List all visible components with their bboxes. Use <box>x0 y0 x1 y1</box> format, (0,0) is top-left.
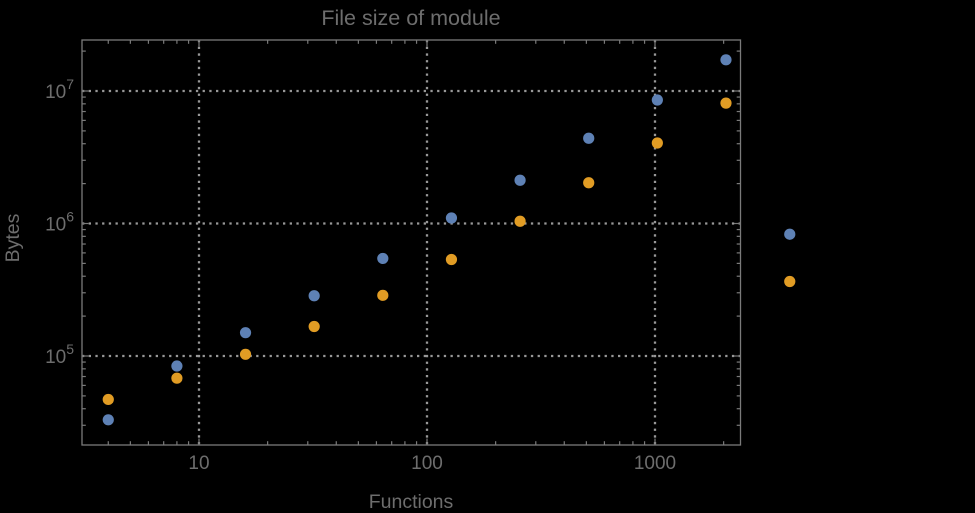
data-point <box>308 290 320 302</box>
x-tick-labels: 10 100 1000 <box>188 453 676 474</box>
x-axis-label: Functions <box>369 491 454 513</box>
data-point <box>171 372 183 384</box>
data-point <box>102 414 114 426</box>
y-tick-labels: 105 106 107 <box>45 76 74 368</box>
data-point <box>377 252 389 265</box>
data-point <box>583 177 595 189</box>
data-point <box>784 275 796 288</box>
plot-frame <box>81 39 742 446</box>
data-point <box>720 54 732 66</box>
data-point <box>514 215 526 227</box>
y-axis-label: Bytes <box>2 213 24 262</box>
data-point <box>239 348 252 360</box>
data-points-layer <box>102 54 796 426</box>
chart-title: File size of module <box>321 6 500 30</box>
y-tick-label: 105 <box>45 341 74 368</box>
data-point <box>445 212 458 224</box>
data-point <box>445 253 458 266</box>
y-tick-label: 106 <box>45 209 74 236</box>
data-point <box>308 320 320 333</box>
x-tick-label: 100 <box>411 453 443 474</box>
data-point <box>514 174 526 186</box>
x-tick-label: 1000 <box>634 453 676 474</box>
ticks-layer <box>82 40 741 445</box>
labels-layer: File size of module Functions Bytes 10 10… <box>2 6 676 513</box>
data-point <box>720 97 732 109</box>
data-point <box>651 137 663 149</box>
y-tick-label: 107 <box>45 76 74 103</box>
data-point <box>171 360 183 372</box>
data-point <box>102 393 114 406</box>
data-point <box>239 327 252 339</box>
data-point <box>583 132 595 144</box>
data-point <box>651 94 663 106</box>
data-point <box>784 228 796 240</box>
x-tick-label: 10 <box>188 453 209 474</box>
gridlines-layer <box>82 40 741 445</box>
data-point <box>377 289 389 301</box>
